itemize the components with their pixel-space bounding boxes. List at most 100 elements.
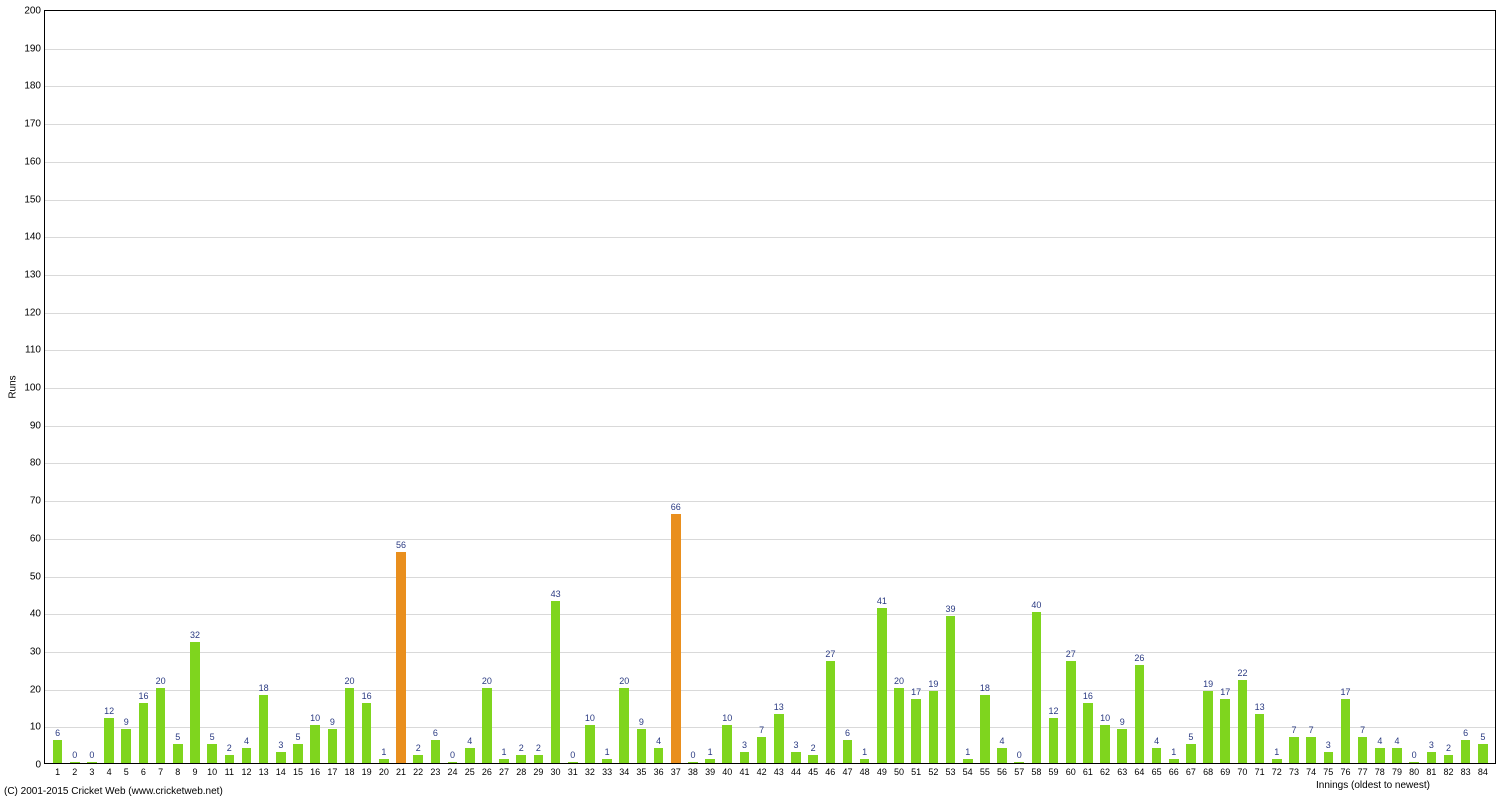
x-tick-label: 78 [1375, 763, 1385, 777]
bar-slot: 133 [599, 11, 616, 763]
bar-value-label: 9 [330, 718, 335, 727]
bar [1049, 718, 1059, 763]
bar-slot: 478 [1371, 11, 1388, 763]
bar-value-label: 4 [1154, 737, 1159, 746]
bar [980, 695, 990, 763]
bar-slot: 229 [530, 11, 547, 763]
x-tick-label: 35 [636, 763, 646, 777]
bar-slot: 425 [461, 11, 478, 763]
x-tick-label: 16 [310, 763, 320, 777]
bar-value-label: 0 [570, 751, 575, 760]
y-tick-label: 40 [30, 609, 45, 620]
x-tick-label: 58 [1031, 763, 1041, 777]
bar [1255, 714, 1265, 763]
x-tick-label: 64 [1134, 763, 1144, 777]
x-tick-label: 53 [946, 763, 956, 777]
x-tick-label: 74 [1306, 763, 1316, 777]
bar [1032, 612, 1042, 763]
bar [1461, 740, 1471, 763]
bar-value-label: 27 [1066, 650, 1076, 659]
bar-value-label: 18 [980, 684, 990, 693]
bar-slot: 344 [787, 11, 804, 763]
x-tick-label: 25 [465, 763, 475, 777]
bar [396, 552, 406, 763]
plot-area: Runs 61020312495166207583295102114121813… [44, 10, 1496, 764]
x-tick-label: 44 [791, 763, 801, 777]
bar-slot: 1040 [719, 11, 736, 763]
bar-slot: 1776 [1337, 11, 1354, 763]
bar-value-label: 6 [433, 729, 438, 738]
bar-value-label: 16 [1083, 692, 1093, 701]
bar-value-label: 2 [519, 744, 524, 753]
x-tick-label: 73 [1289, 763, 1299, 777]
bar-slot: 465 [1148, 11, 1165, 763]
bar-slot: 211 [221, 11, 238, 763]
bar [843, 740, 853, 763]
x-tick-label: 1 [55, 763, 60, 777]
bar-slot: 172 [1268, 11, 1285, 763]
bar [345, 688, 355, 763]
x-tick-label: 18 [344, 763, 354, 777]
bar-value-label: 6 [1463, 729, 1468, 738]
bar-slot: 584 [1474, 11, 1491, 763]
bar-value-label: 1 [862, 748, 867, 757]
x-tick-label: 6 [141, 763, 146, 777]
bar-value-label: 7 [1309, 726, 1314, 735]
bar [293, 744, 303, 763]
bar [190, 642, 200, 763]
bar [1203, 691, 1213, 763]
bar-slot: 1751 [908, 11, 925, 763]
bar [1375, 748, 1385, 763]
x-tick-label: 41 [739, 763, 749, 777]
x-tick-label: 75 [1323, 763, 1333, 777]
bar-slot: 436 [650, 11, 667, 763]
bar [1358, 737, 1368, 763]
bar-slot: 935 [633, 11, 650, 763]
x-tick-label: 34 [619, 763, 629, 777]
bar [1100, 725, 1110, 763]
bar [808, 755, 818, 763]
x-tick-label: 57 [1014, 763, 1024, 777]
x-tick-label: 9 [192, 763, 197, 777]
bar-value-label: 39 [946, 605, 956, 614]
x-tick-label: 31 [568, 763, 578, 777]
x-tick-label: 72 [1272, 763, 1282, 777]
bar-slot: 1952 [925, 11, 942, 763]
bar [516, 755, 526, 763]
x-tick-label: 28 [516, 763, 526, 777]
x-tick-label: 65 [1152, 763, 1162, 777]
x-tick-label: 40 [722, 763, 732, 777]
bar-value-label: 7 [1291, 726, 1296, 735]
x-tick-label: 24 [448, 763, 458, 777]
bar-slot: 124 [101, 11, 118, 763]
bar [791, 752, 801, 763]
bar [1324, 752, 1334, 763]
x-tick-label: 43 [774, 763, 784, 777]
bar-slot: 341 [736, 11, 753, 763]
x-tick-label: 55 [980, 763, 990, 777]
bar-slot: 567 [1182, 11, 1199, 763]
bar-value-label: 1 [1171, 748, 1176, 757]
bar [1066, 661, 1076, 763]
bar [259, 695, 269, 763]
bar-value-label: 3 [278, 741, 283, 750]
bar-slot: 024 [444, 11, 461, 763]
bar [740, 752, 750, 763]
x-tick-label: 54 [963, 763, 973, 777]
bar-value-label: 0 [450, 751, 455, 760]
bar [1306, 737, 1316, 763]
bar [654, 748, 664, 763]
x-tick-label: 45 [808, 763, 818, 777]
bar-slot: 773 [1285, 11, 1302, 763]
x-tick-label: 76 [1340, 763, 1350, 777]
bar-slot: 58 [169, 11, 186, 763]
bar-slot: 2760 [1062, 11, 1079, 763]
x-tick-label: 77 [1358, 763, 1368, 777]
bar-slot: 647 [839, 11, 856, 763]
x-tick-label: 33 [602, 763, 612, 777]
bar-slot: 95 [118, 11, 135, 763]
bar-value-label: 6 [55, 729, 60, 738]
y-tick-label: 70 [30, 496, 45, 507]
x-tick-label: 49 [877, 763, 887, 777]
bar-value-label: 1 [605, 748, 610, 757]
